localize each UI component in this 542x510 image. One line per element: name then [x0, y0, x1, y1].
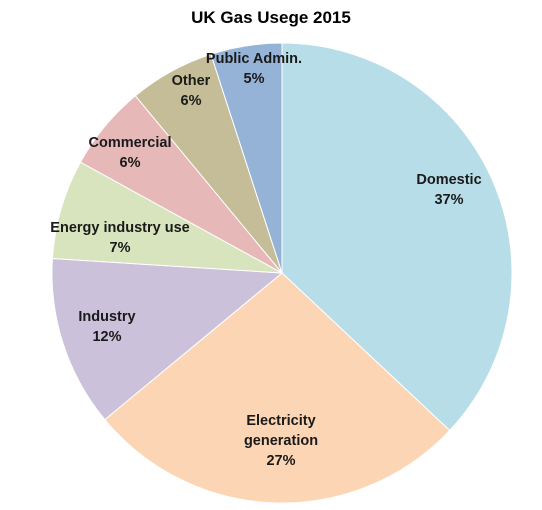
pie-labels: Domestic 37% Electricity generation 27% Indus… [50, 51, 481, 469]
pie-slices [51, 42, 513, 504]
pie-slice-energy-industry-use [51, 161, 283, 274]
pie-slice-domestic [281, 42, 513, 432]
data-label-electricity-generation: Electricity generation 27% [244, 413, 318, 469]
pie-slice-public-admin [210, 42, 283, 274]
chart-title: UK Gas Usege 2015 [191, 8, 351, 27]
data-label-commercial: Commercial 6% [88, 135, 171, 171]
data-label-energy-industry-use: Energy industry use 7% [50, 220, 189, 256]
pie-slice-electricity-generation [104, 272, 451, 504]
data-label-domestic: Domestic 37% [416, 172, 481, 208]
pie-slice-industry [51, 258, 284, 421]
data-label-industry: Industry 12% [78, 309, 135, 345]
data-label-public-admin: Public Admin. 5% [206, 51, 302, 87]
data-label-other: Other 6% [172, 73, 211, 109]
